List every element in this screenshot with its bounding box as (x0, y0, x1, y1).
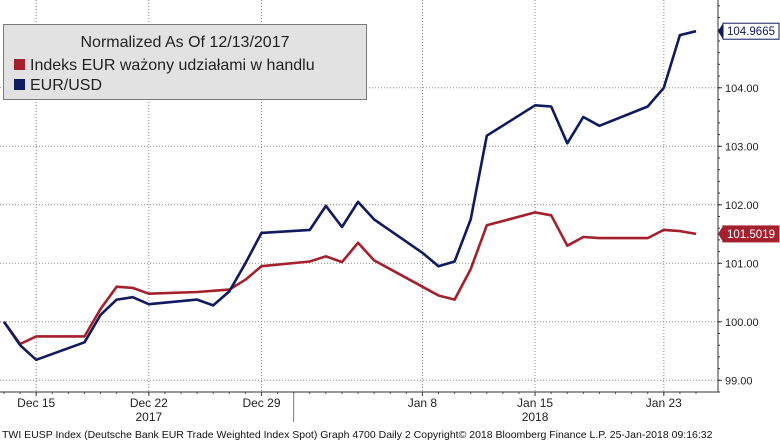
legend-label-eurusd: EUR/USD (30, 77, 103, 94)
y-tick-label: 102.00 (725, 200, 759, 212)
y-tick-label: 104.00 (725, 83, 759, 95)
y-tick-label: 99.00 (725, 375, 753, 387)
chart-title: Normalized As Of 12/13/2017 (80, 34, 290, 51)
last-value-box-1 (722, 22, 780, 40)
y-tick-label: 103.00 (725, 141, 759, 153)
legend-item-eurusd: EUR/USD (14, 77, 102, 95)
x-tick-label: Dec 15 (17, 396, 55, 410)
series-line-1 (2, 29, 697, 362)
last-value-pointer-0 (718, 225, 723, 242)
y-tick-label: 100.00 (725, 317, 759, 329)
x-tick-label: Jan 8 (408, 396, 438, 410)
year-label: 2018 (522, 410, 549, 424)
series-line-0 (2, 211, 697, 346)
last-value-label-1: 104.9665 (727, 26, 775, 38)
chart-legend: Normalized As Of 12/13/2017 Indeks EUR w… (3, 24, 367, 100)
year-label: 2017 (135, 410, 162, 424)
x-tick-label: Jan 23 (646, 396, 682, 410)
legend-item-trade-weighted-index: Indeks EUR ważony udziałami w handlu (14, 57, 315, 75)
last-value-pointer-1 (718, 23, 723, 40)
last-value-label-0: 101.5019 (727, 229, 775, 241)
last-value-box-0 (722, 225, 780, 243)
y-tick-label: 101.00 (725, 258, 759, 270)
legend-swatch-trade-weighted-index (14, 59, 25, 70)
x-tick-label: Dec 29 (242, 396, 280, 410)
x-tick-label: Jan 15 (517, 396, 553, 410)
chart-footer: TWI EUSP Index (Deutsche Bank EUR Trade … (2, 429, 713, 441)
x-tick-label: Dec 22 (130, 396, 168, 410)
legend-swatch-eurusd (14, 79, 25, 90)
legend-label-trade-weighted-index: Indeks EUR ważony udziałami w handlu (30, 57, 315, 74)
